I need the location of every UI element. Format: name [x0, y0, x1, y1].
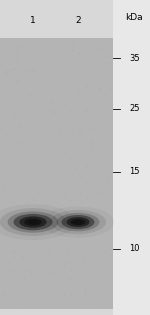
- Text: 10: 10: [129, 244, 140, 253]
- Ellipse shape: [19, 216, 47, 228]
- Text: 2: 2: [75, 16, 81, 25]
- FancyBboxPatch shape: [112, 0, 150, 315]
- Text: 25: 25: [129, 104, 140, 113]
- Ellipse shape: [57, 213, 99, 231]
- Ellipse shape: [8, 211, 58, 233]
- FancyBboxPatch shape: [0, 38, 112, 309]
- Ellipse shape: [71, 219, 85, 225]
- Ellipse shape: [28, 220, 38, 224]
- Text: kDa: kDa: [125, 13, 143, 22]
- Ellipse shape: [24, 218, 42, 226]
- Ellipse shape: [14, 214, 52, 230]
- Ellipse shape: [66, 217, 90, 227]
- Text: 15: 15: [129, 167, 140, 176]
- Text: 1: 1: [30, 16, 36, 25]
- Ellipse shape: [74, 220, 82, 224]
- Ellipse shape: [61, 215, 94, 229]
- Ellipse shape: [0, 208, 66, 236]
- Text: 35: 35: [129, 54, 140, 63]
- Ellipse shape: [50, 210, 106, 234]
